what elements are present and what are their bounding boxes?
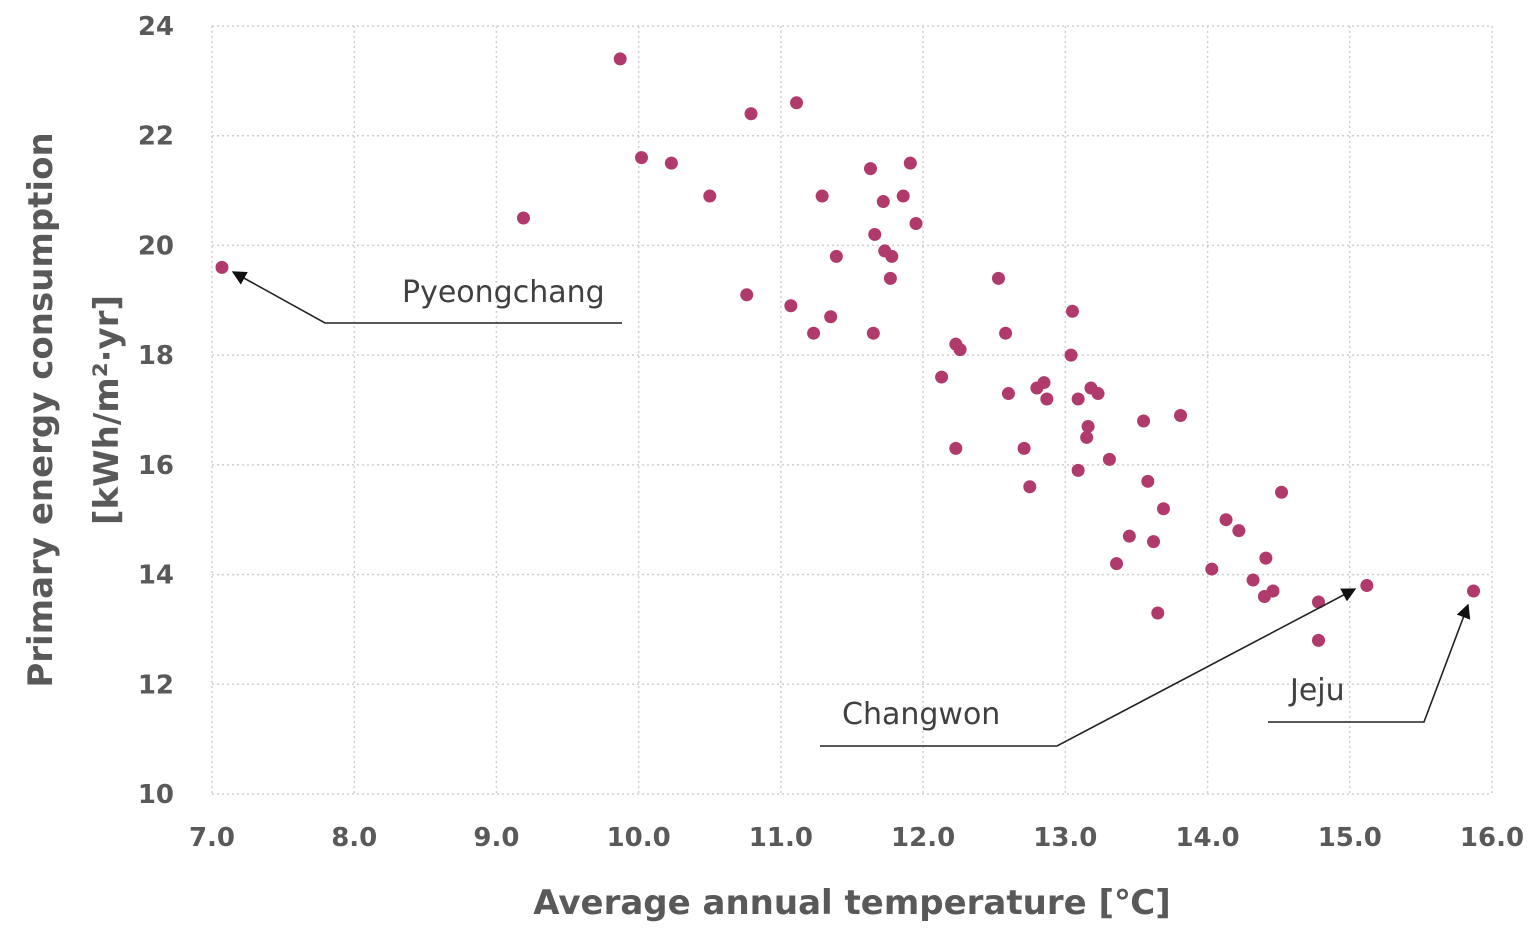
data-point — [1091, 387, 1105, 401]
data-point — [516, 211, 530, 225]
data-point — [1467, 584, 1481, 598]
data-point — [790, 96, 804, 110]
annotation-label: Pyeongchang — [402, 275, 605, 310]
x-tick-label: 14.0 — [1175, 823, 1239, 853]
data-point — [215, 260, 229, 274]
data-point — [1080, 430, 1094, 444]
y-tick-label: 16 — [138, 451, 174, 481]
data-point — [1205, 562, 1219, 576]
annotations: Pyeongchang Changwon Jeju — [231, 271, 1471, 747]
data-point — [1174, 408, 1188, 422]
data-point — [1001, 387, 1015, 401]
data-point — [909, 216, 923, 230]
x-tick-label: 12.0 — [891, 823, 955, 853]
data-point — [1137, 414, 1151, 428]
data-point — [740, 288, 754, 302]
y-tick-label: 14 — [138, 561, 174, 591]
y-tick-label: 22 — [138, 122, 174, 152]
x-tick-label: 9.0 — [473, 823, 519, 853]
data-point — [1064, 348, 1078, 362]
data-point — [1259, 551, 1273, 565]
data-point — [784, 299, 798, 313]
data-point — [903, 156, 917, 170]
data-point — [613, 52, 627, 66]
data-point — [1122, 529, 1136, 543]
data-point — [1311, 633, 1325, 647]
y-tick-label: 24 — [138, 12, 174, 42]
data-point — [1360, 579, 1374, 593]
y-axis-title: Primary energy consumption — [21, 132, 61, 687]
data-point — [1040, 392, 1054, 406]
data-points — [215, 52, 1481, 647]
data-point — [1275, 485, 1289, 499]
data-point — [949, 441, 963, 455]
data-point — [863, 162, 877, 176]
data-point — [1311, 595, 1325, 609]
data-point — [1246, 573, 1260, 587]
data-point — [664, 156, 678, 170]
data-point — [1141, 474, 1155, 488]
data-point — [1219, 513, 1233, 527]
x-tick-labels: 7.0 8.0 9.0 10.0 11.0 12.0 13.0 14.0 15.0 16.0 — [189, 823, 1524, 853]
data-point — [1071, 392, 1085, 406]
data-point — [824, 310, 838, 324]
x-tick-label: 8.0 — [331, 823, 377, 853]
x-tick-label: 7.0 — [189, 823, 235, 853]
data-point — [1147, 535, 1161, 549]
annotation-leader-arrow — [1268, 603, 1471, 723]
data-point — [1110, 557, 1124, 571]
y-axis-unit-label: [kWh/m²·yr] — [87, 295, 127, 525]
data-point — [876, 195, 890, 209]
data-point — [703, 189, 717, 203]
data-point — [815, 189, 829, 203]
data-point — [885, 249, 899, 263]
x-tick-label: 16.0 — [1460, 823, 1524, 853]
y-tick-label: 10 — [138, 780, 174, 810]
y-tick-labels: 10 12 14 16 18 20 22 24 — [138, 12, 174, 810]
data-point — [896, 189, 910, 203]
data-point — [744, 107, 758, 121]
annotation-label: Changwon — [842, 697, 1000, 732]
data-point — [1023, 480, 1037, 494]
data-point — [1071, 463, 1085, 477]
data-point — [1156, 502, 1170, 516]
data-point — [829, 249, 843, 263]
data-point — [807, 326, 821, 340]
data-point — [866, 326, 880, 340]
annotation-leader-arrow — [820, 588, 1357, 747]
data-point — [1037, 376, 1051, 390]
data-point — [991, 271, 1005, 285]
x-tick-label: 10.0 — [607, 823, 671, 853]
data-point — [883, 271, 897, 285]
y-axis-unit: [kWh/m²·yr] — [87, 295, 127, 525]
data-point — [1065, 304, 1079, 318]
data-point — [1081, 419, 1095, 433]
y-tick-label: 12 — [138, 670, 174, 700]
x-tick-label: 15.0 — [1318, 823, 1382, 853]
x-tick-label: 13.0 — [1033, 823, 1097, 853]
data-point — [935, 370, 949, 384]
x-axis-label: Average annual temperature [℃] — [533, 883, 1170, 923]
annotation-label: Jeju — [1288, 673, 1345, 708]
x-tick-label: 11.0 — [749, 823, 813, 853]
gridlines — [211, 25, 1493, 795]
data-point — [635, 151, 649, 165]
data-point — [953, 343, 967, 357]
y-tick-label: 18 — [138, 341, 174, 371]
data-point — [1232, 524, 1246, 538]
y-tick-label: 20 — [138, 231, 174, 261]
data-point — [1151, 606, 1165, 620]
data-point — [868, 227, 882, 241]
data-point — [999, 326, 1013, 340]
data-point — [1017, 441, 1031, 455]
y-axis-label: Primary energy consumption — [21, 132, 61, 687]
data-point — [1102, 452, 1116, 466]
data-point — [1266, 584, 1280, 598]
annotation-leader-arrow — [231, 271, 622, 324]
